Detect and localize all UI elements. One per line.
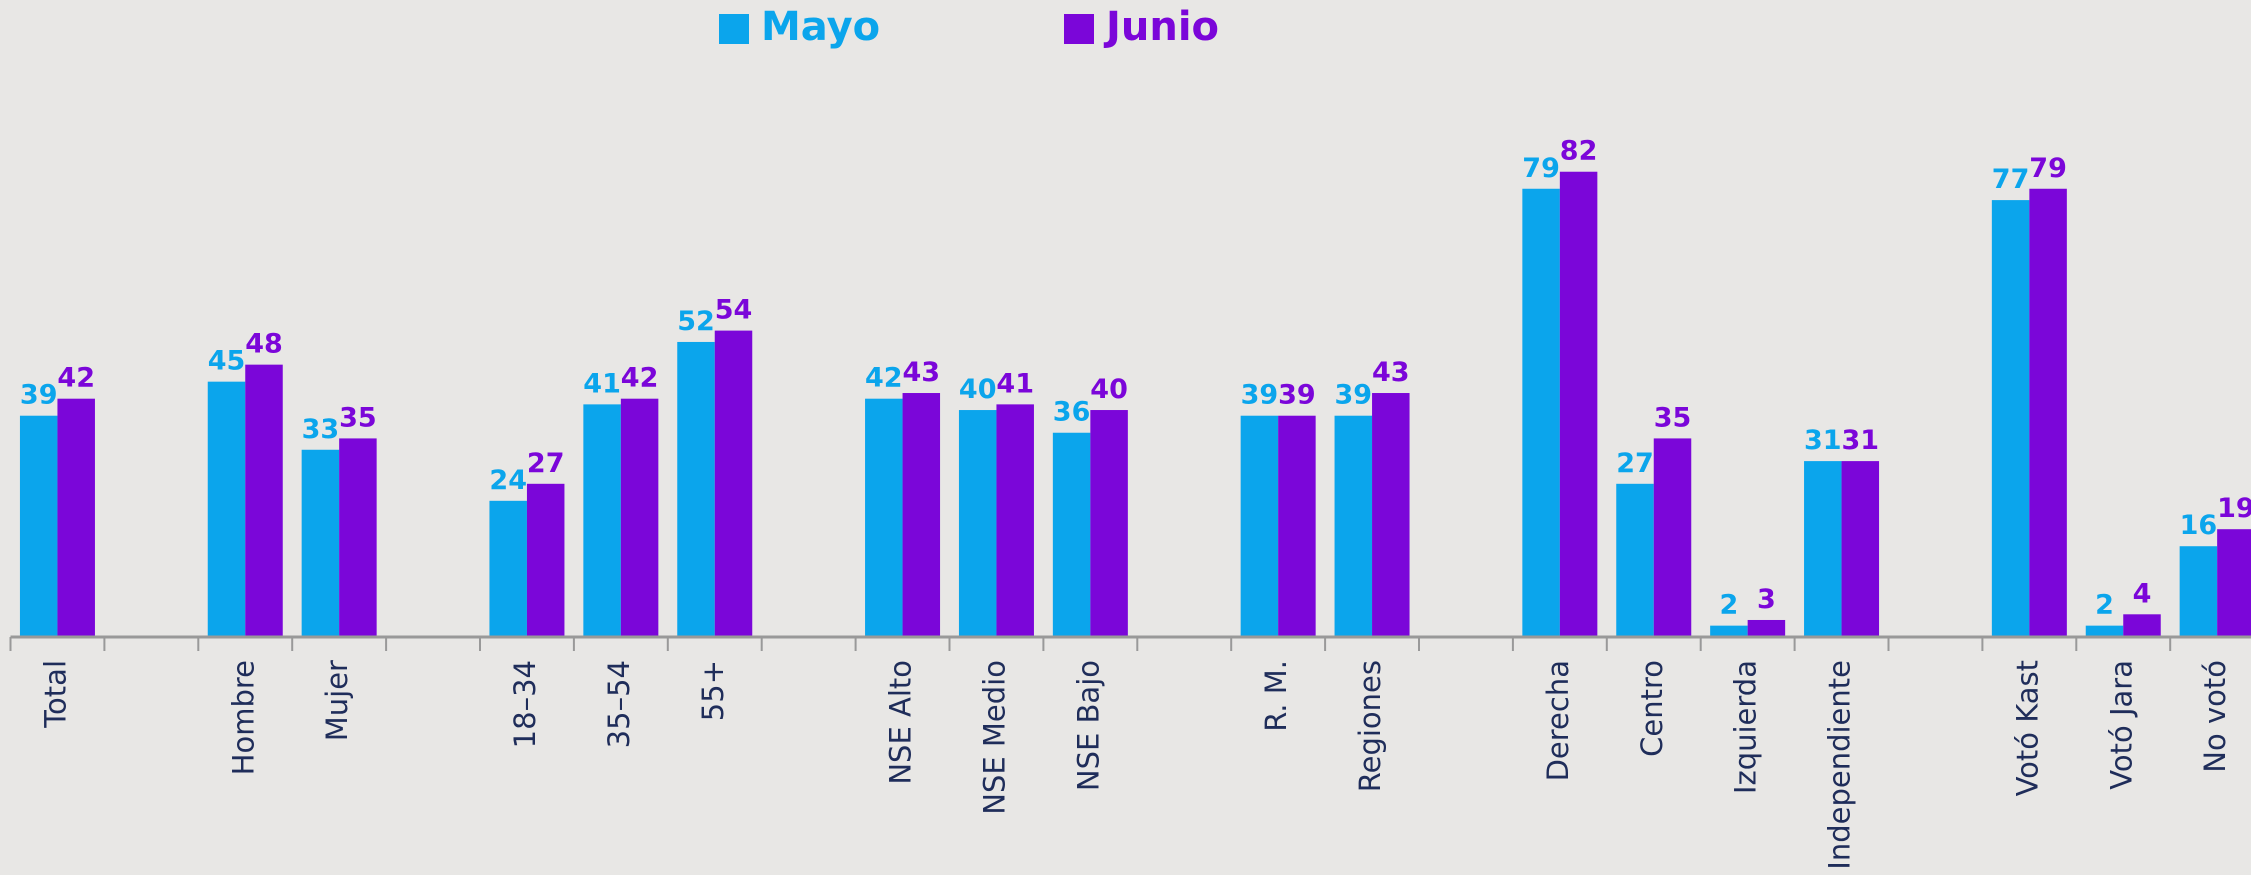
x-tick-label: No votó <box>2198 660 2232 773</box>
bar <box>1240 415 1279 637</box>
value-label: 41 <box>996 368 1034 399</box>
value-label: 4 <box>2133 578 2152 609</box>
value-label: 79 <box>2029 153 2067 184</box>
value-label: 19 <box>2217 493 2251 524</box>
x-tick-label: Votó Jara <box>2104 660 2138 790</box>
bar <box>620 398 659 637</box>
value-label: 39 <box>1241 380 1279 411</box>
value-label: 79 <box>1522 153 1560 184</box>
value-label: 42 <box>865 363 903 394</box>
bar <box>57 398 95 637</box>
bar <box>1616 483 1654 637</box>
value-label: 33 <box>302 414 340 445</box>
bar <box>714 330 753 637</box>
value-label: 42 <box>57 363 95 394</box>
bar <box>19 415 58 637</box>
bar <box>1653 438 1692 637</box>
x-tick-label: Hombre <box>226 660 260 775</box>
bar <box>2029 188 2067 637</box>
bar <box>865 398 903 637</box>
bar <box>1841 461 1880 637</box>
bar <box>996 404 1034 637</box>
value-label: 52 <box>677 306 715 337</box>
bar <box>583 404 621 637</box>
bar <box>958 410 997 637</box>
value-label: 42 <box>621 363 659 394</box>
bar <box>339 438 377 637</box>
bar <box>1559 171 1598 637</box>
bar <box>526 483 565 637</box>
x-tick-label: NSE Medio <box>977 660 1011 815</box>
bar <box>245 364 283 637</box>
value-label: 31 <box>1842 425 1880 456</box>
value-label: 35 <box>339 402 377 433</box>
value-label: 43 <box>1372 357 1410 388</box>
bar <box>2123 614 2161 637</box>
x-tick-label: Regiones <box>1353 660 1387 792</box>
value-label: 45 <box>208 346 246 377</box>
bar <box>1372 393 1410 637</box>
value-label: 3 <box>1757 584 1776 615</box>
value-label: 40 <box>959 374 997 405</box>
bar <box>1334 415 1373 637</box>
value-label: 16 <box>2180 510 2218 541</box>
x-tick-label: Mujer <box>320 660 354 741</box>
x-tick-label: Izquierda <box>1729 660 1763 794</box>
value-label: 41 <box>583 368 621 399</box>
x-tick-label: Total <box>38 660 72 729</box>
value-label: 27 <box>527 448 565 479</box>
bar <box>902 393 941 637</box>
bar <box>2085 625 2124 637</box>
bar <box>1991 200 2030 638</box>
x-tick-label: Centro <box>1635 660 1669 757</box>
value-label: 39 <box>1278 380 1316 411</box>
bar <box>1710 625 1748 637</box>
value-label: 39 <box>1335 380 1373 411</box>
bar <box>1052 432 1091 637</box>
value-label: 35 <box>1654 402 1692 433</box>
legend-swatch <box>719 14 749 44</box>
bar <box>1747 619 1786 637</box>
x-tick-label: Votó Kast <box>2010 660 2044 796</box>
x-tick-label: 55+ <box>696 660 730 721</box>
x-tick-label: 18–34 <box>508 660 542 748</box>
value-label: 2 <box>2095 590 2114 621</box>
value-label: 40 <box>1090 374 1128 405</box>
x-tick-label: R. M. <box>1259 660 1293 732</box>
bar <box>1278 415 1316 637</box>
legend-label: Junio <box>1103 4 1219 50</box>
x-tick-label: Independiente <box>1823 660 1857 870</box>
value-label: 48 <box>245 329 283 360</box>
value-label: 31 <box>1804 425 1842 456</box>
bar <box>489 500 527 637</box>
bar <box>677 341 715 637</box>
bar <box>2179 546 2218 637</box>
value-label: 2 <box>1720 590 1739 621</box>
bar <box>1522 188 1560 637</box>
value-label: 36 <box>1053 397 1091 428</box>
bar <box>2217 529 2251 637</box>
value-label: 43 <box>903 357 941 388</box>
x-tick-label: 35–54 <box>602 660 636 748</box>
value-label: 54 <box>715 295 753 326</box>
x-tick-label: Derecha <box>1541 660 1575 781</box>
bar <box>1804 461 1842 637</box>
legend-swatch <box>1064 14 1094 44</box>
x-tick-label: NSE Bajo <box>1071 660 1105 791</box>
value-label: 77 <box>1992 164 2030 195</box>
x-tick-label: NSE Alto <box>884 660 918 785</box>
legend-label: Mayo <box>761 4 880 50</box>
bar <box>301 449 340 637</box>
value-label: 27 <box>1616 448 1654 479</box>
value-label: 39 <box>20 380 58 411</box>
value-label: 24 <box>489 465 527 496</box>
bar <box>1090 410 1128 637</box>
bar <box>207 381 246 637</box>
value-label: 82 <box>1560 136 1598 167</box>
